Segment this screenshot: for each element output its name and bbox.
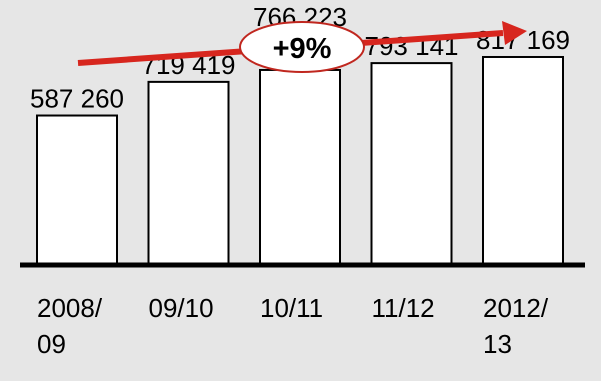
category-label: 2008/ <box>37 293 103 323</box>
bar <box>259 68 341 266</box>
category-label: 09 <box>37 329 66 359</box>
category-label: 13 <box>483 329 512 359</box>
trend-arrow-head <box>502 21 527 45</box>
bar <box>370 62 453 267</box>
category-label: 10/11 <box>260 293 323 323</box>
bar <box>147 80 230 266</box>
bar <box>36 114 118 266</box>
category-label: 09/10 <box>149 293 214 323</box>
value-label: 587 260 <box>30 84 124 114</box>
category-labels-group: 2008/09 09/10 10/11 11/12 2012/13 <box>37 293 549 359</box>
trend-badge: +9% <box>239 21 365 73</box>
category-label: 11/12 <box>372 293 435 323</box>
trend-badge-label: +9% <box>273 33 332 65</box>
trend-badge-ellipse <box>239 21 365 73</box>
category-label: 2012/ <box>483 293 549 323</box>
bar <box>482 55 564 266</box>
